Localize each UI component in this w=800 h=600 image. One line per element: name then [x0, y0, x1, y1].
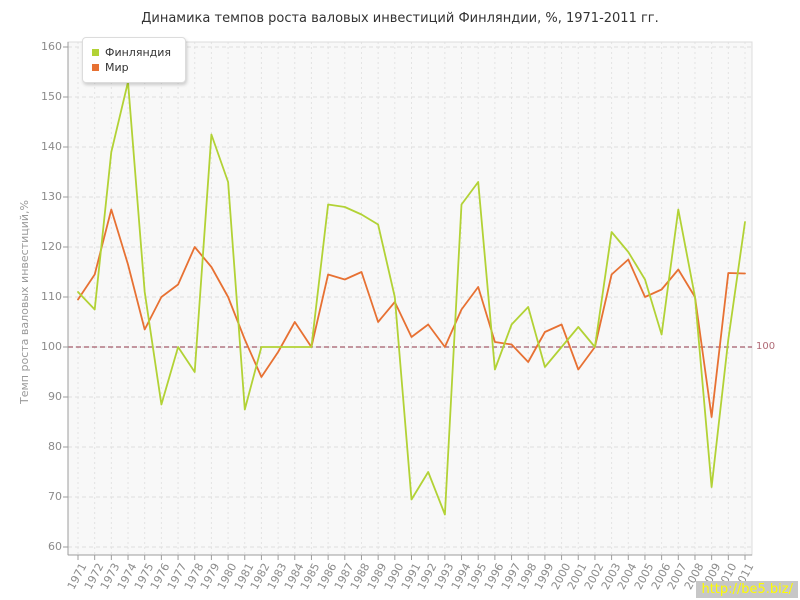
legend-item-finland[interactable]: Финляндия	[92, 46, 171, 59]
legend-label-world: Мир	[105, 61, 129, 74]
watermark-link[interactable]: http://be5.biz/	[696, 581, 798, 598]
finland-series-swatch-icon	[92, 49, 99, 56]
y-tick-label: 140	[41, 140, 62, 153]
y-tick-label: 160	[41, 40, 62, 53]
y-tick-label: 100	[41, 340, 62, 353]
y-tick-label: 70	[48, 490, 62, 503]
y-tick-label: 60	[48, 540, 62, 553]
world-series-line	[77, 208, 746, 418]
y-tick-label: 110	[41, 290, 62, 303]
finland-series-line	[77, 81, 746, 516]
legend-item-world[interactable]: Мир	[92, 61, 171, 74]
y-tick-label: 150	[41, 90, 62, 103]
y-tick-label: 130	[41, 190, 62, 203]
legend-label-finland: Финляндия	[105, 46, 172, 59]
world-series-swatch-icon	[92, 64, 99, 71]
y-tick-label: 90	[48, 390, 62, 403]
legend: Финляндия Мир	[82, 37, 187, 83]
chart-title: Динамика темпов роста валовых инвестиций…	[141, 11, 659, 26]
y-tick-label: 80	[48, 440, 62, 453]
plot-background	[68, 42, 752, 555]
baseline-label: 100	[756, 341, 776, 352]
y-tick-label: 120	[41, 240, 62, 253]
